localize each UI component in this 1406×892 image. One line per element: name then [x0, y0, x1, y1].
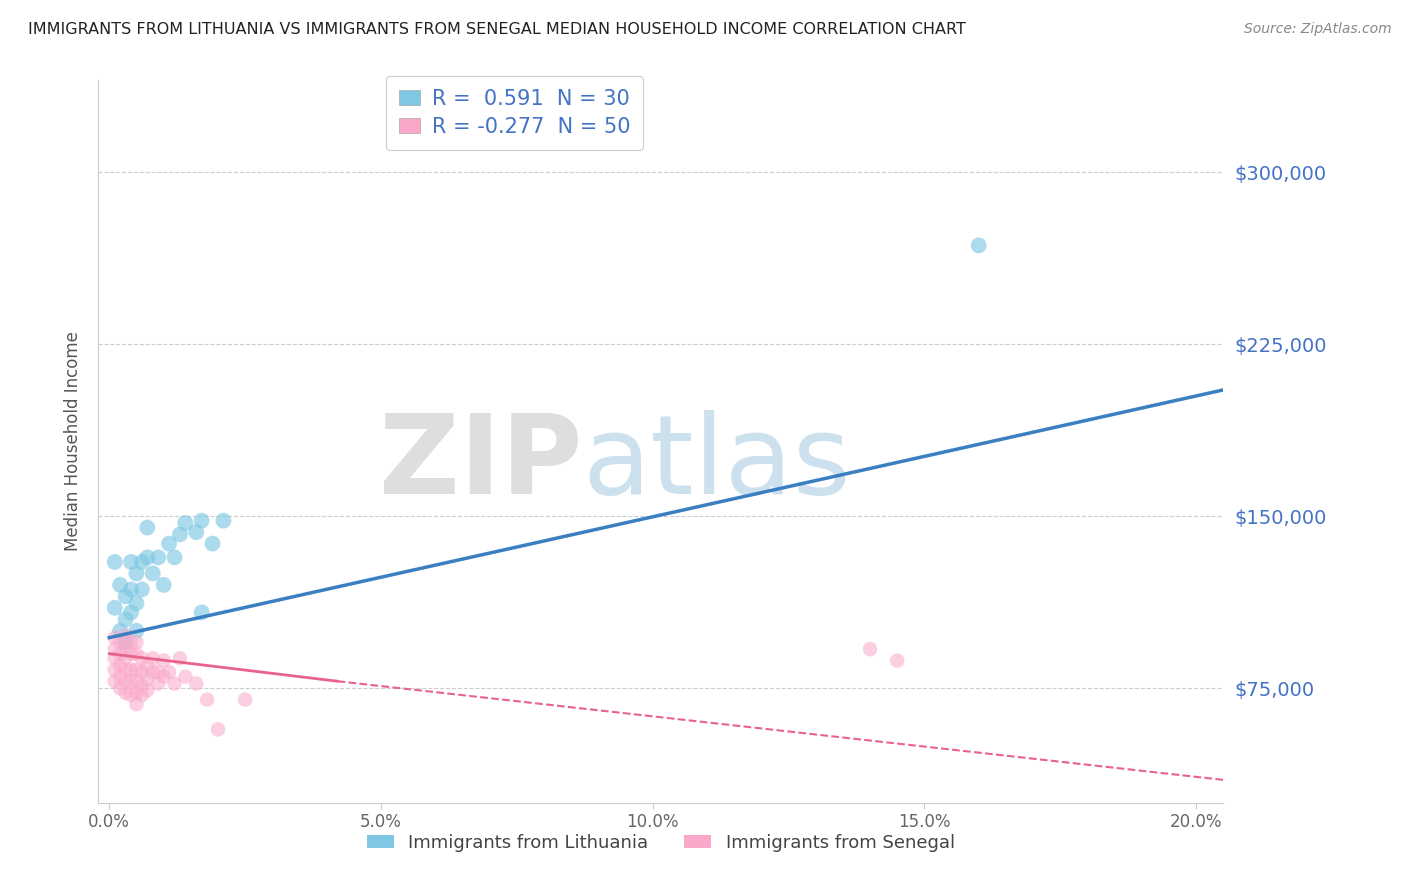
- Point: [169, 527, 191, 541]
- Legend: Immigrants from Lithuania, Immigrants from Senegal: Immigrants from Lithuania, Immigrants fr…: [360, 826, 962, 859]
- Point: [125, 635, 148, 649]
- Point: [163, 550, 186, 565]
- Text: atlas: atlas: [582, 409, 851, 516]
- Point: [157, 536, 180, 550]
- Point: [104, 555, 127, 569]
- Point: [148, 676, 170, 690]
- Point: [104, 642, 127, 657]
- Point: [114, 686, 136, 700]
- Text: ZIP: ZIP: [378, 409, 582, 516]
- Point: [207, 723, 229, 737]
- Point: [152, 670, 174, 684]
- Point: [136, 683, 159, 698]
- Point: [114, 663, 136, 677]
- Point: [142, 665, 165, 679]
- Point: [131, 665, 153, 679]
- Point: [125, 697, 148, 711]
- Point: [120, 674, 142, 689]
- Point: [114, 612, 136, 626]
- Point: [136, 658, 159, 673]
- Y-axis label: Median Household Income: Median Household Income: [63, 332, 82, 551]
- Point: [142, 651, 165, 665]
- Point: [120, 647, 142, 661]
- Point: [131, 651, 153, 665]
- Point: [152, 654, 174, 668]
- Point: [108, 578, 131, 592]
- Point: [131, 582, 153, 597]
- Point: [108, 647, 131, 661]
- Point: [157, 665, 180, 679]
- Point: [125, 663, 148, 677]
- Point: [114, 651, 136, 665]
- Point: [108, 635, 131, 649]
- Point: [148, 550, 170, 565]
- Point: [120, 555, 142, 569]
- Point: [233, 692, 256, 706]
- Point: [142, 566, 165, 581]
- Point: [859, 642, 882, 657]
- Point: [108, 658, 131, 673]
- Point: [114, 635, 136, 649]
- Point: [186, 525, 208, 540]
- Point: [104, 600, 127, 615]
- Point: [967, 238, 990, 252]
- Point: [186, 676, 208, 690]
- Point: [125, 686, 148, 700]
- Text: IMMIGRANTS FROM LITHUANIA VS IMMIGRANTS FROM SENEGAL MEDIAN HOUSEHOLD INCOME COR: IMMIGRANTS FROM LITHUANIA VS IMMIGRANTS …: [28, 22, 966, 37]
- Point: [131, 555, 153, 569]
- Text: Source: ZipAtlas.com: Source: ZipAtlas.com: [1244, 22, 1392, 37]
- Point: [104, 651, 127, 665]
- Point: [120, 663, 142, 677]
- Point: [120, 688, 142, 702]
- Point: [212, 514, 235, 528]
- Point: [174, 670, 197, 684]
- Point: [125, 647, 148, 661]
- Point: [163, 676, 186, 690]
- Point: [120, 635, 142, 649]
- Point: [195, 692, 218, 706]
- Point: [114, 628, 136, 642]
- Point: [104, 663, 127, 677]
- Point: [136, 550, 159, 565]
- Point: [131, 679, 153, 693]
- Point: [169, 651, 191, 665]
- Point: [148, 665, 170, 679]
- Point: [114, 640, 136, 654]
- Point: [114, 590, 136, 604]
- Point: [108, 670, 131, 684]
- Point: [190, 606, 212, 620]
- Point: [125, 596, 148, 610]
- Point: [190, 514, 212, 528]
- Point: [886, 654, 908, 668]
- Point: [114, 674, 136, 689]
- Point: [136, 672, 159, 686]
- Point: [125, 624, 148, 638]
- Point: [174, 516, 197, 530]
- Point: [104, 631, 127, 645]
- Point: [108, 624, 131, 638]
- Point: [152, 578, 174, 592]
- Point: [120, 606, 142, 620]
- Point: [120, 582, 142, 597]
- Point: [201, 536, 224, 550]
- Point: [108, 681, 131, 695]
- Point: [104, 674, 127, 689]
- Point: [125, 566, 148, 581]
- Point: [136, 520, 159, 534]
- Point: [125, 674, 148, 689]
- Point: [131, 688, 153, 702]
